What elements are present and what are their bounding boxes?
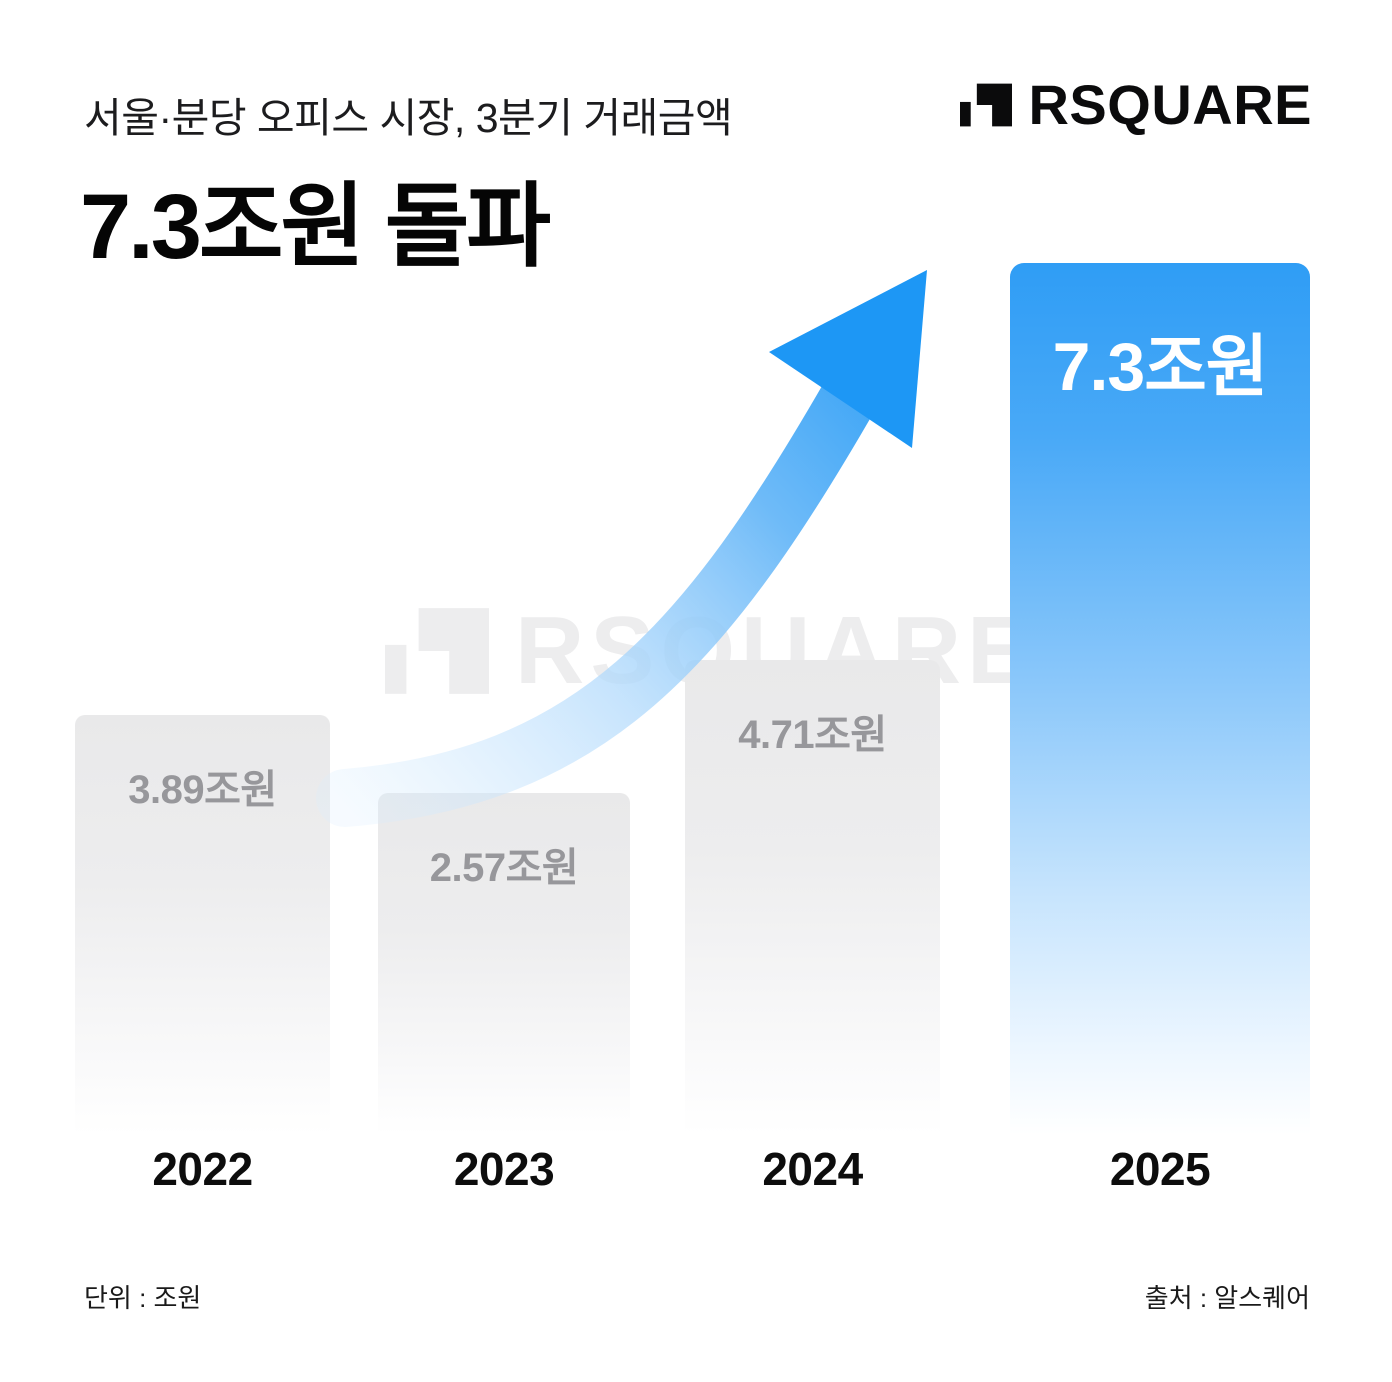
- chart-subtitle: 서울·분당 오피스 시장, 3분기 거래금액: [84, 95, 733, 141]
- rsquare-watermark-icon: [385, 608, 489, 694]
- bar-2025-highlight: 7.3조원: [1010, 263, 1310, 1135]
- rsquare-logo-icon: [960, 83, 1013, 127]
- x-axis-label-2023: 2023: [453, 1143, 555, 1195]
- bar-2022-value-label: 3.89조원: [128, 768, 277, 812]
- bar-2024: 4.71조원: [685, 660, 940, 1135]
- brand-logo-text: RSQUARE: [1028, 73, 1312, 136]
- x-axis-label-2024: 2024: [762, 1143, 863, 1195]
- bar-2023-value-label: 2.57조원: [429, 846, 579, 890]
- bar-2025-value-label: 7.3조원: [1052, 329, 1269, 405]
- bar-2022: 3.89조원: [75, 715, 330, 1135]
- x-axis-label-2022: 2022: [152, 1143, 253, 1195]
- source-note: 출처 : 알스퀘어: [1144, 1283, 1310, 1313]
- chart-title: 7.3조원 돌파: [80, 176, 551, 278]
- bar-2023: 2.57조원: [378, 793, 630, 1135]
- x-axis-label-2025: 2025: [1109, 1143, 1211, 1195]
- unit-note: 단위 : 조원: [84, 1283, 202, 1313]
- bar-2024-value-label: 4.71조원: [738, 713, 887, 757]
- brand-logo: RSQUARE: [960, 72, 1312, 137]
